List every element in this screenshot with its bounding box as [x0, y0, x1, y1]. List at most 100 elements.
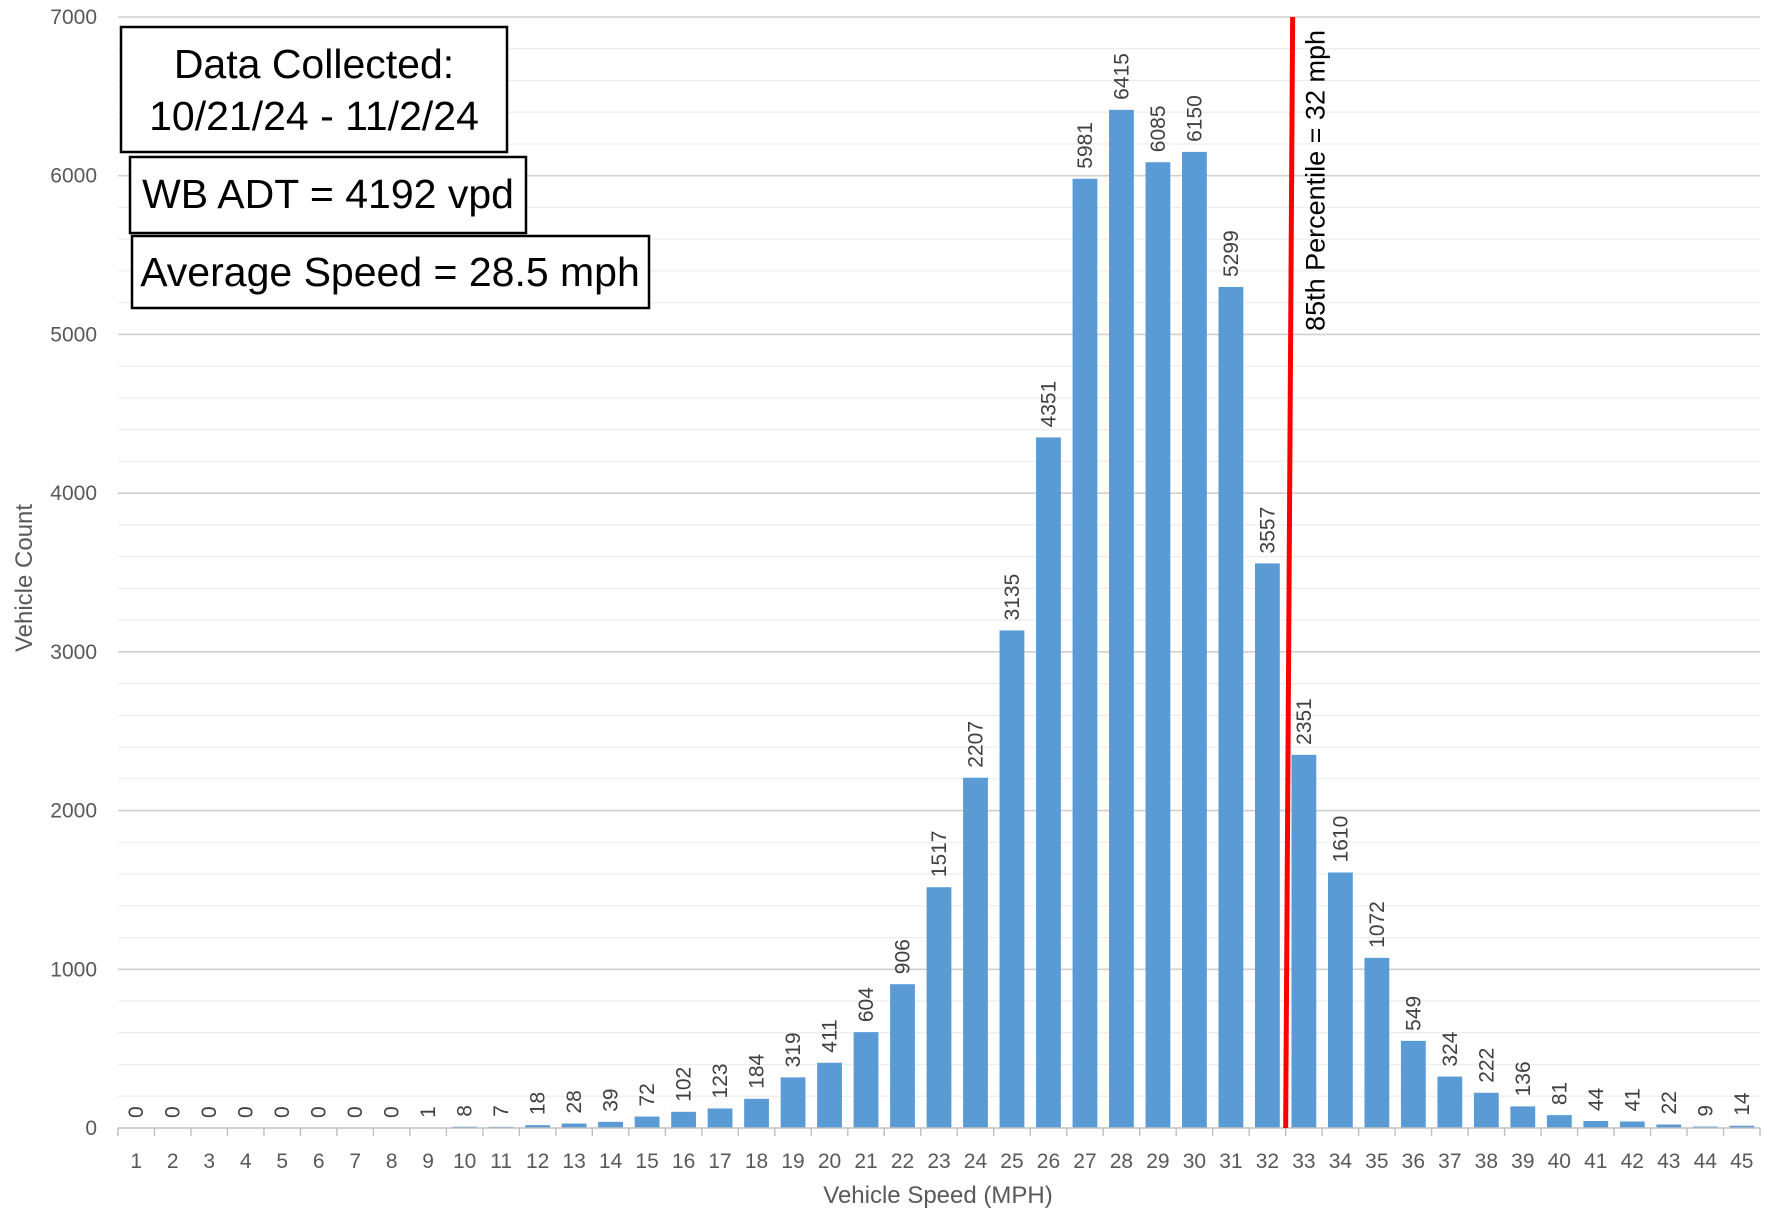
x-tick-label: 13 [562, 1150, 585, 1173]
bar [1182, 151, 1207, 1128]
x-tick-label: 9 [422, 1150, 434, 1173]
data-collected-range: 10/21/24 - 11/2/24 [149, 93, 479, 139]
x-tick-label: 30 [1183, 1150, 1206, 1173]
bar [707, 1108, 733, 1128]
data-label: 906 [892, 939, 915, 974]
x-tick-label: 8 [386, 1150, 398, 1173]
x-tick-label: 27 [1073, 1150, 1096, 1173]
x-tick-label: 37 [1438, 1150, 1461, 1173]
data-label: 4351 [1037, 381, 1060, 428]
data-label: 18 [527, 1092, 550, 1115]
data-collected-box: Data Collected: 10/21/24 - 11/2/24 [119, 25, 509, 154]
bar [1546, 1115, 1572, 1128]
bar [1400, 1040, 1426, 1128]
data-label: 3135 [1001, 574, 1024, 621]
x-tick-label: 36 [1402, 1150, 1425, 1173]
data-label: 0 [162, 1106, 185, 1118]
x-tick-label: 44 [1694, 1150, 1718, 1173]
data-label: 136 [1512, 1061, 1535, 1096]
x-tick-label: 34 [1329, 1150, 1353, 1173]
x-tick-label: 21 [854, 1150, 877, 1173]
x-tick-label: 18 [745, 1150, 768, 1173]
data-label: 1517 [928, 831, 951, 878]
bar [890, 984, 915, 1128]
y-tick-label: 0 [85, 1117, 97, 1140]
x-tick-label: 14 [599, 1150, 623, 1173]
data-label: 5981 [1074, 122, 1097, 169]
x-tick-label: 6 [313, 1150, 325, 1173]
x-tick-label: 41 [1584, 1150, 1607, 1173]
bar [1473, 1092, 1499, 1128]
x-tick-label: 15 [635, 1150, 658, 1173]
bar [1145, 162, 1171, 1128]
bar [671, 1111, 696, 1128]
data-label: 0 [381, 1106, 404, 1118]
average-speed-box-frame [130, 234, 651, 310]
data-label: 549 [1402, 996, 1425, 1031]
data-label: 0 [125, 1106, 148, 1118]
bar [598, 1121, 624, 1128]
x-tick-label: 1 [130, 1150, 142, 1173]
x-tick-label: 31 [1219, 1150, 1242, 1173]
x-tick-label: 33 [1292, 1150, 1315, 1173]
y-tick-label: 4000 [50, 482, 97, 505]
data-label: 2351 [1293, 698, 1316, 745]
data-label: 8 [454, 1105, 477, 1117]
x-tick-label: 38 [1475, 1150, 1498, 1173]
y-axis-tick-labels: 0 1000 2000 3000 4000 5000 6000 7000 [50, 6, 97, 1140]
bar [1291, 754, 1317, 1128]
percentile-label: 85th Percentile = 32 mph [1301, 30, 1331, 331]
adt-text: WB ADT = 4192 vpd [142, 171, 514, 217]
x-tick-label: 4 [240, 1150, 252, 1173]
y-tick-label: 6000 [50, 165, 97, 188]
x-tick-label: 29 [1146, 1150, 1169, 1173]
data-label: 319 [782, 1032, 805, 1067]
data-label: 7 [490, 1105, 513, 1117]
data-label: 184 [746, 1053, 769, 1088]
x-tick-label: 26 [1037, 1150, 1060, 1173]
x-tick-label: 16 [672, 1150, 695, 1173]
data-label: 102 [673, 1067, 696, 1102]
x-tick-label: 12 [526, 1150, 549, 1173]
minor-gridlines [118, 48, 1760, 1097]
bar [525, 1125, 551, 1128]
bar [853, 1032, 879, 1128]
bar [1036, 437, 1061, 1128]
data-label: 72 [636, 1083, 659, 1106]
x-tick-label: 17 [708, 1150, 731, 1173]
bar [1437, 1076, 1463, 1128]
bar [1327, 872, 1353, 1128]
bar [1510, 1106, 1536, 1128]
x-tick-label: 10 [453, 1150, 476, 1173]
x-tick-label: 11 [490, 1150, 512, 1173]
data-label: 1610 [1329, 816, 1352, 863]
x-tick-label: 32 [1256, 1150, 1279, 1173]
data-label: 6415 [1110, 53, 1133, 100]
bar [1072, 178, 1098, 1128]
x-tick-label: 40 [1548, 1150, 1571, 1173]
data-label: 0 [271, 1106, 294, 1118]
y-tick-label: 3000 [50, 641, 97, 664]
x-tick-label: 23 [927, 1150, 950, 1173]
percentile-reference-line [1283, 16, 1296, 1129]
x-tick-label: 39 [1511, 1150, 1534, 1173]
bar [744, 1098, 769, 1128]
data-label: 44 [1585, 1087, 1608, 1111]
y-tick-label: 7000 [50, 6, 97, 29]
bar-series [415, 109, 1755, 1129]
x-tick-label: 42 [1621, 1150, 1644, 1173]
bar [634, 1116, 660, 1128]
data-label: 6150 [1183, 95, 1206, 142]
data-label: 14 [1731, 1092, 1754, 1116]
bar [1619, 1121, 1645, 1128]
data-label: 324 [1439, 1031, 1462, 1066]
x-tick-label: 22 [891, 1150, 914, 1173]
data-label: 1 [417, 1106, 440, 1118]
y-tick-label: 2000 [50, 800, 97, 823]
x-tick-label: 3 [203, 1150, 215, 1173]
data-label: 3557 [1256, 507, 1279, 554]
average-speed-text: Average Speed = 28.5 mph [140, 249, 640, 295]
bar [1656, 1124, 1682, 1128]
data-label: 9 [1694, 1105, 1717, 1117]
bar [999, 630, 1025, 1128]
